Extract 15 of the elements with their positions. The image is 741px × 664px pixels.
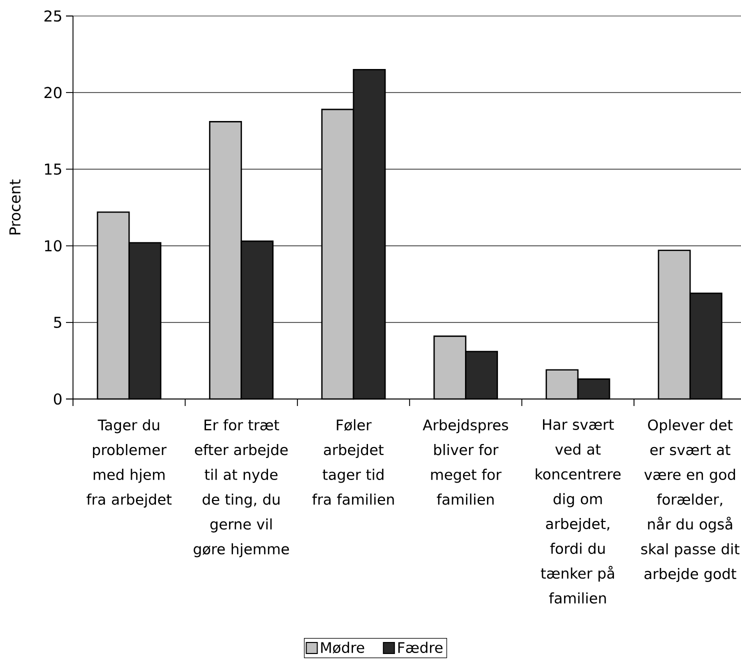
legend-label: Mødre — [321, 642, 364, 654]
legend-label: Fædre — [398, 642, 442, 654]
x-tick-label: Tager du problemer med hjem fra arbejdet — [86, 419, 172, 508]
y-tick-label: 5 — [54, 316, 62, 328]
y-tick-label: 20 — [44, 86, 62, 98]
x-tick-label: Er for træt efter arbejde til at nyde de ting, du gerne vil gøre hjemme — [194, 419, 289, 558]
x-tick-label: Har svært ved at koncentrere dig om arbejdet, fordi du tænker på familien — [536, 419, 621, 604]
x-tick-label: Arbejdspres bliver for meget for familien — [422, 419, 508, 505]
x-tick-label: Oplever det er svært at være en god forælder, når du også skal passe dit arbejde godt — [641, 419, 740, 582]
y-tick-label: 0 — [54, 393, 62, 405]
y-tick-label: 10 — [45, 240, 62, 252]
y-tick-label: 15 — [45, 164, 62, 175]
x-tick-label: Føler arbejdet tager tid fra familien — [312, 419, 394, 505]
y-axis-title: Procent — [9, 180, 21, 234]
y-tick-label: 25 — [44, 10, 62, 22]
